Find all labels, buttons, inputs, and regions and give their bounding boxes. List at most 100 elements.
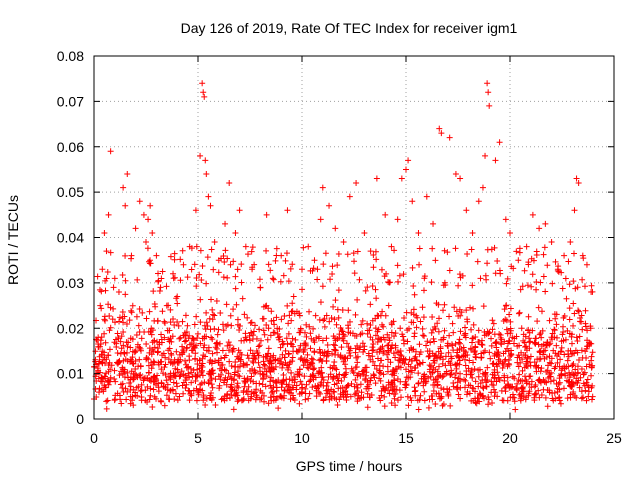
data-point: [319, 337, 326, 344]
data-point: [286, 387, 293, 394]
data-point: [193, 283, 200, 290]
data-point: [528, 283, 535, 290]
data-point: [450, 329, 457, 336]
data-point: [416, 245, 423, 252]
data-point: [372, 380, 379, 387]
data-point: [124, 388, 131, 395]
data-point: [360, 348, 367, 355]
data-point: [122, 291, 129, 298]
x-tick-label: 25: [606, 430, 622, 446]
data-point: [159, 268, 166, 275]
data-point: [276, 333, 283, 340]
data-point: [167, 253, 174, 260]
data-point: [92, 348, 99, 355]
data-point: [378, 266, 385, 273]
data-point: [99, 266, 106, 273]
data-point: [171, 274, 178, 281]
data-point: [402, 378, 409, 385]
data-point: [154, 372, 161, 379]
data-point: [267, 267, 274, 274]
data-point: [494, 351, 501, 358]
data-point: [553, 311, 560, 318]
data-point: [531, 397, 538, 404]
data-point: [475, 338, 482, 345]
data-point: [306, 390, 313, 397]
data-point: [485, 89, 492, 96]
data-point: [180, 390, 187, 397]
data-point: [523, 362, 530, 369]
data-point: [552, 315, 559, 322]
data-point: [557, 400, 564, 407]
data-point: [328, 350, 335, 357]
data-point: [177, 356, 184, 363]
data-point: [455, 391, 462, 398]
data-point: [230, 345, 237, 352]
data-point: [286, 312, 293, 319]
data-point: [413, 357, 420, 364]
data-point: [147, 392, 154, 399]
data-point: [463, 207, 470, 214]
data-point: [492, 339, 499, 346]
data-point: [271, 321, 278, 328]
data-point: [381, 336, 388, 343]
data-point: [470, 321, 477, 328]
data-point: [283, 250, 290, 257]
data-point: [489, 371, 496, 378]
data-point: [452, 245, 459, 252]
data-point: [382, 211, 389, 218]
data-point: [342, 355, 349, 362]
data-point: [214, 341, 221, 348]
data-point: [282, 347, 289, 354]
data-point: [430, 376, 437, 383]
data-point: [289, 335, 296, 342]
data-point: [107, 366, 114, 373]
data-point: [421, 275, 428, 282]
data-point: [146, 396, 153, 403]
data-point: [408, 345, 415, 352]
data-point: [252, 322, 259, 329]
data-point: [275, 405, 282, 412]
data-point: [560, 337, 567, 344]
data-point: [184, 344, 191, 351]
data-point: [433, 390, 440, 397]
data-point: [310, 325, 317, 332]
data-point: [174, 300, 181, 307]
data-point: [472, 378, 479, 385]
data-point: [374, 338, 381, 345]
data-point: [151, 378, 158, 385]
data-point: [155, 361, 162, 368]
data-point: [528, 384, 535, 391]
data-point: [450, 347, 457, 354]
data-point: [585, 393, 592, 400]
data-point: [367, 301, 374, 308]
data-point: [203, 170, 210, 177]
data-point: [180, 379, 187, 386]
data-point: [494, 393, 501, 400]
data-point: [464, 251, 471, 258]
data-point: [342, 391, 349, 398]
data-point: [326, 202, 333, 209]
data-point: [456, 306, 463, 313]
data-point: [452, 170, 459, 177]
data-point: [468, 346, 475, 353]
data-point: [227, 261, 234, 268]
data-point: [566, 316, 573, 323]
data-point: [468, 246, 475, 253]
data-point: [344, 382, 351, 389]
data-point: [226, 180, 233, 187]
data-point: [209, 350, 216, 357]
data-point: [186, 357, 193, 364]
data-point: [469, 374, 476, 381]
data-point: [508, 384, 515, 391]
data-point: [127, 356, 134, 363]
data-point: [384, 331, 391, 338]
data-point: [169, 387, 176, 394]
data-point: [519, 283, 526, 290]
data-point: [158, 380, 165, 387]
data-point: [582, 323, 589, 330]
data-point: [515, 257, 522, 264]
data-point: [217, 309, 224, 316]
data-point: [538, 334, 545, 341]
data-point: [330, 303, 337, 310]
data-point: [329, 376, 336, 383]
